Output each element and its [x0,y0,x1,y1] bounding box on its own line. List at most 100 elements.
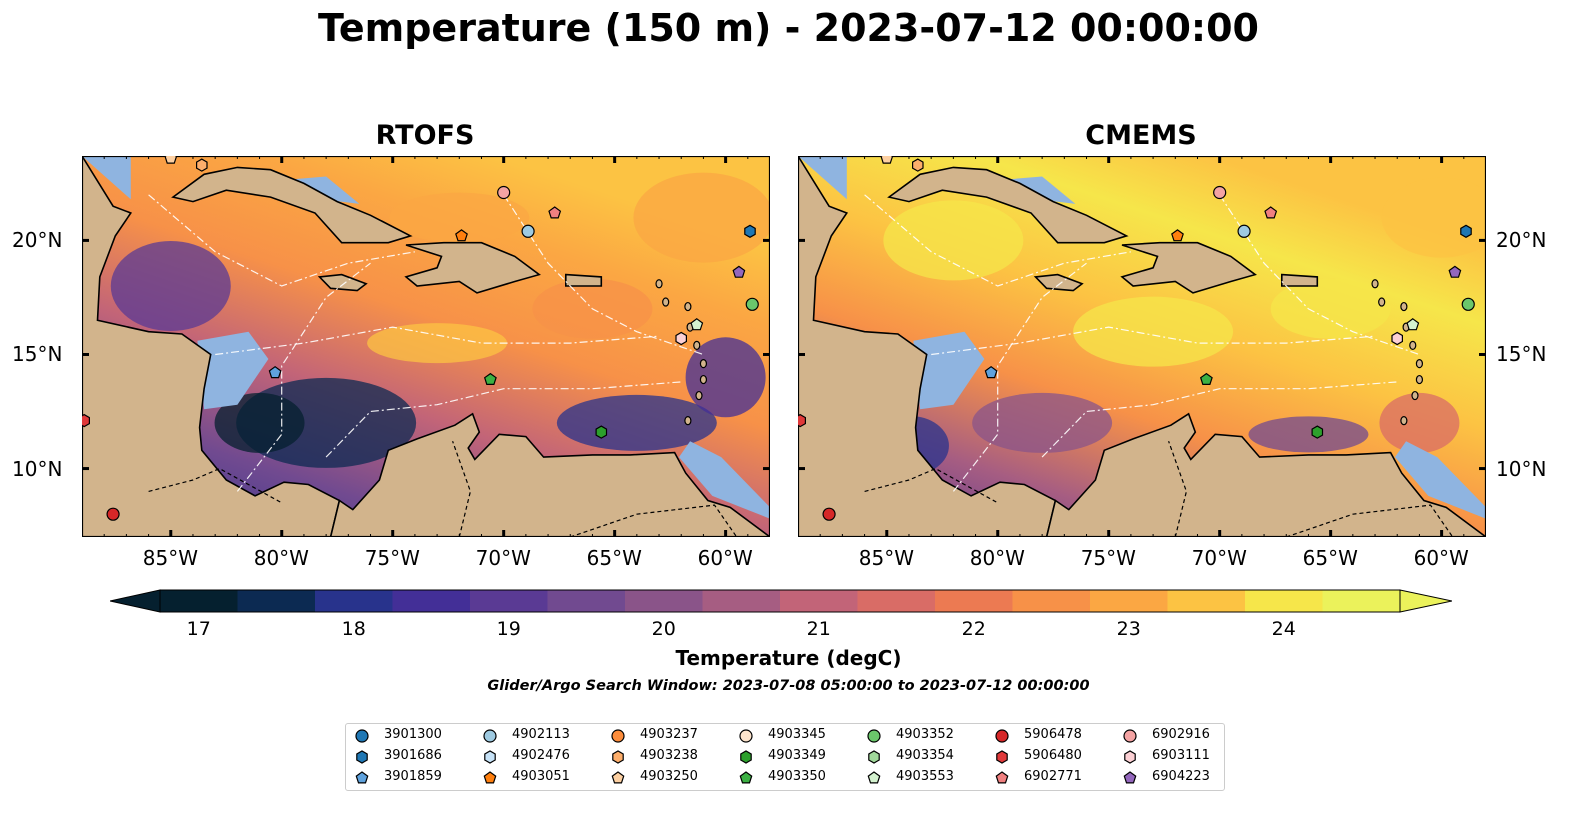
colorbar-bin [160,590,238,612]
float-marker-6904223 [1448,265,1462,278]
legend-label: 6902771 [1024,769,1082,784]
float-marker-4902113 [521,224,535,238]
land-cuba [171,166,413,244]
temperature-field [82,156,770,537]
legend-label: 4902476 [512,748,570,763]
legend-label: 4903238 [640,748,698,763]
legend-marker-icon [356,750,368,764]
float-marker-4903051 [1171,229,1184,242]
colorbar-bin [625,590,703,612]
colorbar-bin [1012,590,1091,612]
colorbar-extend-low [110,589,161,613]
colorbar-bin [780,590,858,612]
search-window-text: Glider/Argo Search Window: 2023-07-08 05… [487,678,1090,694]
rtofs-map [82,156,770,537]
legend-marker-icon [996,750,1008,764]
legend-marker-icon [355,729,369,743]
legend-label: 4903250 [640,769,698,784]
float-marker-4902113 [1237,224,1251,238]
temperature-field [798,156,1486,537]
colorbar-bin [1090,590,1168,612]
legend-marker-icon [1123,729,1137,743]
land-jamaica [1033,273,1084,292]
float-marker-6902771 [548,206,562,219]
lon-tick-label: 85°W [142,546,198,570]
colorbar-extend-high [1399,589,1452,613]
lon-tick-label: 65°W [1302,546,1358,570]
colorbar-tick-label: 24 [1271,618,1296,640]
legend-label: 3901686 [384,748,442,763]
float-marker-4903051 [455,229,468,242]
colorbar-tick-label: 17 [186,618,211,640]
float-marker-6902916 [1213,185,1227,200]
legend-marker-icon [483,771,497,784]
colorbar-tick-label: 22 [961,618,986,640]
colorbar-bin [1245,590,1323,612]
legend-label: 5906478 [1024,727,1082,742]
legend-marker-icon [867,771,881,784]
float-marker-3901859 [984,365,998,379]
legend-marker-icon [740,750,752,764]
lon-tick-label: 85°W [858,546,914,570]
lat-tick-label: 20°N [12,228,63,253]
float-marker-4903553 [1406,318,1420,331]
legend-label: 6903111 [1152,748,1210,763]
legend-marker-icon [612,750,624,764]
colorbar-tick-label: 20 [651,618,676,640]
colorbar-bin [392,590,471,612]
lon-tick-label: 70°W [1191,546,1247,570]
land-hispaniola [404,241,541,294]
land-puertorico [564,273,603,287]
legend-label: 6902916 [1152,727,1210,742]
legend-marker-icon [995,771,1009,784]
float-marker-3901686 [1460,224,1472,238]
float-marker-4903250 [164,156,178,164]
lat-tick-label: 15°N [12,342,63,367]
float-marker-4903238 [195,158,208,172]
legend-marker-icon [484,750,496,764]
float-marker-4903352 [745,297,759,311]
float-marker-6904223 [732,265,746,278]
legend-marker-icon [995,729,1009,743]
float-marker-5906478 [822,507,836,521]
legend-label: 4903349 [768,748,826,763]
colorbar-tick-label: 19 [496,618,521,640]
legend-marker-icon [483,729,497,743]
lat-tick-label: 15°N [1496,342,1547,367]
colorbar-bin [702,590,781,612]
legend-marker-icon [739,771,753,784]
legend-marker-icon [355,771,369,784]
legend-label: 4903237 [640,727,698,742]
land-hispaniola [1120,241,1257,294]
lon-tick-label: 80°W [969,546,1025,570]
lon-tick-label: 60°W [1413,546,1469,570]
land-southAm [329,412,770,537]
colorbar-bin [547,590,626,612]
colorbar-bin [1167,590,1246,612]
lon-tick-label: 75°W [364,546,420,570]
land-cuba [887,166,1129,244]
colorbar [110,589,1452,613]
legend-marker-icon [868,750,880,764]
cmems-map [798,156,1486,537]
legend-label: 4903051 [512,769,570,784]
legend-label: 4903350 [768,769,826,784]
colorbar-bin [935,590,1013,612]
legend-label: 6904223 [1152,769,1210,784]
colorbar-bin [1322,590,1401,612]
float-marker-6903111 [675,331,688,346]
legend-label: 4903354 [896,748,954,763]
land-southAm [1045,412,1486,537]
lat-tick-label: 10°N [12,456,63,481]
land-jamaica [317,273,368,292]
legend-marker-icon [867,729,881,743]
legend-marker-icon [1124,750,1136,764]
float-marker-6903111 [1391,331,1404,346]
legend-marker-icon [739,729,753,743]
float-marker-4903553 [690,318,704,331]
lon-tick-label: 80°W [253,546,309,570]
lon-tick-label: 65°W [586,546,642,570]
colorbar-bin [470,590,548,612]
colorbar-bin [237,590,316,612]
legend-marker-icon [611,771,625,784]
